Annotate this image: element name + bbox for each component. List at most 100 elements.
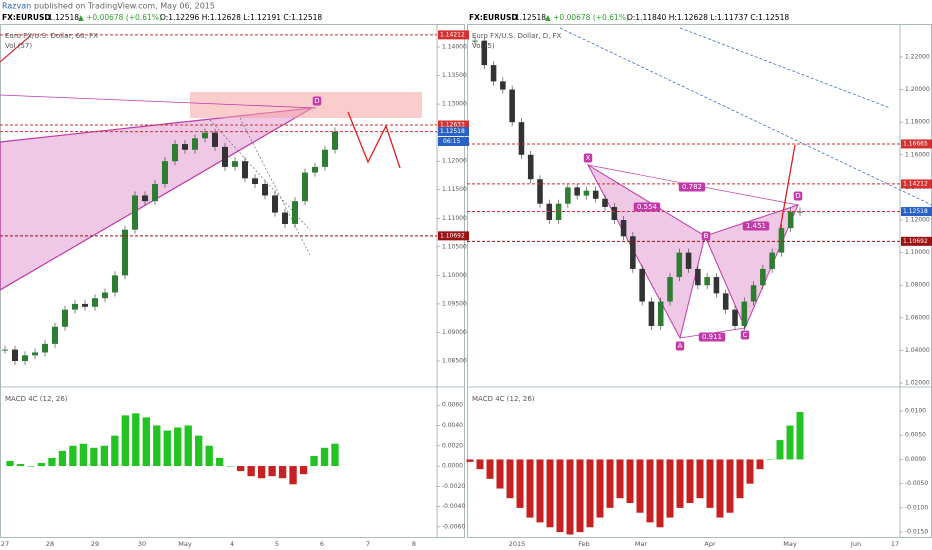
- right-drawings: [559, 27, 932, 340]
- x-tick-label: Jun: [850, 540, 861, 548]
- x-tick-label: 5: [275, 540, 279, 548]
- pattern-label: X: [586, 154, 591, 162]
- header-change: ▲ +0.00678 (+0.61%): [78, 13, 162, 22]
- macd-bar: [546, 459, 554, 528]
- pattern-label: 1.451: [746, 222, 766, 230]
- macd-bar: [716, 459, 724, 518]
- candle: [112, 275, 118, 293]
- macd-bar: [69, 445, 77, 467]
- y-tick-label: 1.12000: [442, 158, 467, 165]
- candle: [620, 220, 627, 237]
- macd-bar: [174, 427, 182, 467]
- macd-bar: [278, 466, 287, 479]
- macd-bar: [6, 460, 14, 467]
- candle: [92, 298, 98, 307]
- macd-bar: [486, 459, 494, 479]
- macd-bar: [163, 430, 171, 467]
- level-box: [901, 207, 932, 217]
- x-tick-label: 2015: [509, 540, 526, 548]
- x-tick-label: 6: [320, 540, 324, 548]
- chart-title: Euro FX/U.S. Dollar, D, FX: [472, 32, 562, 40]
- candle: [172, 144, 178, 162]
- y-tick-label: 1.16000: [905, 151, 930, 158]
- pattern-label-box: [701, 231, 711, 241]
- level-box: [438, 30, 469, 40]
- macd-bar: [626, 459, 634, 504]
- candle: [722, 293, 729, 310]
- y-tick-label: -0.0060: [442, 523, 465, 530]
- header-change: ▲ +0.00678 (+0.61%): [545, 13, 629, 22]
- y-tick-label: 1.11000: [442, 215, 467, 222]
- macd-bar: [706, 459, 714, 508]
- candle: [685, 252, 692, 269]
- candle: [611, 206, 618, 220]
- pattern-label-box: [742, 221, 770, 231]
- candle: [22, 355, 28, 362]
- candle: [704, 277, 710, 286]
- header-symbol: FX:EURUSD: [2, 13, 51, 22]
- candle: [122, 229, 128, 276]
- candle: [72, 303, 78, 310]
- y-tick-label: 1.20000: [905, 86, 930, 93]
- y-tick-label: 1.13000: [442, 101, 467, 108]
- candle: [202, 132, 208, 139]
- x-tick-label: Apr: [704, 540, 716, 548]
- macd-bar: [566, 459, 574, 535]
- y-tick-label: 0.0040: [442, 422, 463, 429]
- candle: [778, 228, 785, 253]
- level-label: 1.12633: [440, 122, 465, 129]
- candle: [500, 81, 506, 90]
- y-tick-label: -0.0050: [905, 480, 928, 487]
- y-tick-label: 1.11500: [442, 186, 467, 193]
- candle: [242, 161, 248, 179]
- candle: [732, 309, 738, 326]
- macd-bar: [746, 459, 754, 484]
- macd-bar: [576, 459, 584, 533]
- y-tick-label: 1.09000: [442, 329, 467, 336]
- y-tick-label: 1.08000: [905, 282, 930, 289]
- level-label: 1.14212: [440, 31, 465, 38]
- indicator-title: MACD 4C (12, 26): [5, 395, 68, 403]
- candle: [592, 190, 599, 199]
- macd-bar: [526, 459, 534, 518]
- candle: [527, 154, 534, 180]
- candle: [42, 343, 48, 353]
- pattern-label-box: [583, 153, 593, 163]
- candle: [12, 349, 18, 362]
- macd-bar: [556, 459, 564, 533]
- macd-bar: [676, 459, 684, 508]
- candle: [232, 161, 238, 167]
- candle: [648, 301, 655, 326]
- y-tick-label: 1.09500: [442, 300, 467, 307]
- macd-bar: [496, 459, 504, 489]
- macd-bar: [646, 459, 654, 523]
- candle: [472, 40, 478, 42]
- candle: [630, 236, 636, 269]
- macd-bar: [726, 459, 734, 513]
- candle: [713, 277, 720, 294]
- macd-bar: [216, 457, 224, 467]
- candle: [332, 131, 338, 150]
- level-box: [901, 139, 932, 149]
- macd-bar: [466, 459, 474, 462]
- candle: [741, 301, 748, 326]
- candle: [565, 187, 571, 204]
- macd-bar: [516, 459, 524, 508]
- macd-bar: [142, 417, 150, 467]
- y-tick-label: 0.0060: [442, 402, 463, 409]
- y-tick-label: 0.0000: [905, 456, 926, 463]
- x-tick-label: 29: [91, 540, 99, 548]
- pattern-label-box: [633, 202, 661, 212]
- macd-bar: [16, 464, 25, 467]
- macd-bar: [268, 466, 276, 477]
- macd-bar: [586, 459, 594, 528]
- pattern-label-box: [675, 341, 685, 351]
- x-tick-label: 17: [891, 540, 899, 548]
- y-tick-label: 0.0100: [905, 408, 926, 415]
- candle: [282, 212, 288, 224]
- candle: [602, 198, 608, 207]
- macd-bar: [184, 425, 192, 467]
- y-tick-label: 0.0050: [905, 432, 926, 439]
- pattern-label: A: [678, 342, 683, 350]
